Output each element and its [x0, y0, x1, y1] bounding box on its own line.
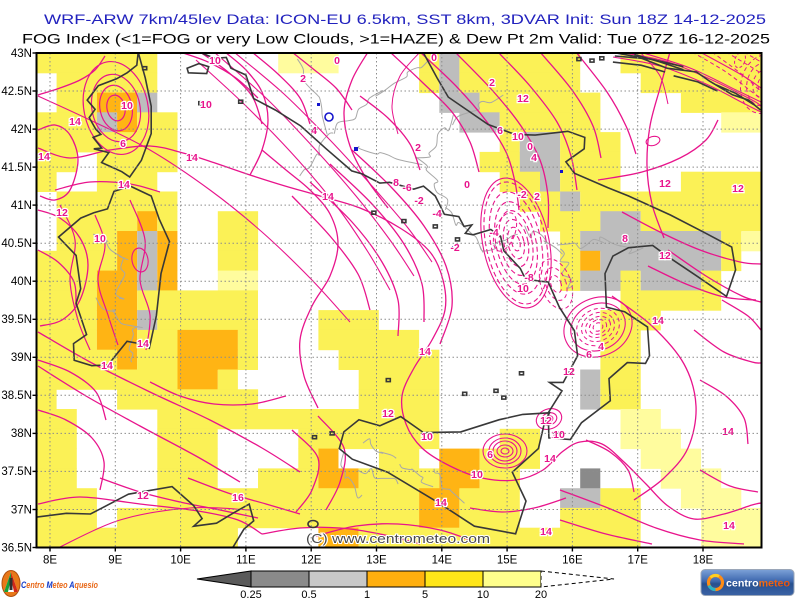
svg-text:Centro Meteo Aquesio: Centro Meteo Aquesio — [21, 580, 98, 591]
svg-text:39N: 39N — [11, 352, 32, 364]
svg-text:12E: 12E — [301, 555, 322, 567]
svg-text:6: 6 — [487, 449, 493, 461]
svg-text:12: 12 — [56, 207, 68, 219]
svg-text:14: 14 — [38, 151, 50, 163]
svg-text:14: 14 — [322, 191, 334, 203]
svg-text:12: 12 — [540, 415, 552, 427]
svg-text:42.5N: 42.5N — [1, 86, 32, 98]
svg-text:12: 12 — [137, 490, 149, 502]
svg-text:14E: 14E — [432, 555, 453, 567]
svg-text:0: 0 — [464, 179, 470, 191]
svg-text:-2: -2 — [450, 242, 459, 254]
svg-text:10: 10 — [517, 283, 529, 295]
svg-text:centrometeo: centro meteo — [726, 579, 790, 590]
svg-text:2: 2 — [489, 77, 495, 89]
svg-text:-8: -8 — [524, 272, 533, 284]
svg-text:10: 10 — [553, 429, 565, 441]
svg-text:13E: 13E — [366, 555, 387, 567]
svg-text:16E: 16E — [562, 555, 583, 567]
svg-text:4: 4 — [531, 152, 537, 164]
svg-text:2: 2 — [415, 142, 421, 154]
svg-text:14: 14 — [652, 315, 664, 327]
svg-text:FOG Index (<1=FOG or very Low: FOG Index (<1=FOG or very Low Clouds, >1… — [22, 31, 770, 47]
svg-text:10: 10 — [200, 99, 212, 111]
svg-text:-4: -4 — [489, 227, 498, 239]
svg-text:14: 14 — [69, 116, 81, 128]
svg-text:14: 14 — [101, 360, 113, 372]
svg-text:0: 0 — [431, 52, 437, 64]
svg-text:10: 10 — [471, 469, 483, 481]
svg-text:38N: 38N — [11, 428, 32, 440]
svg-text:41.5N: 41.5N — [1, 162, 32, 174]
svg-text:2: 2 — [300, 73, 306, 85]
svg-text:10: 10 — [421, 431, 433, 443]
svg-text:14: 14 — [723, 520, 735, 532]
svg-text:14: 14 — [544, 453, 556, 465]
svg-text:38.5N: 38.5N — [1, 390, 32, 402]
svg-text:2: 2 — [534, 191, 540, 203]
svg-text:41N: 41N — [11, 200, 32, 212]
svg-text:43N: 43N — [11, 48, 32, 60]
svg-text:17E: 17E — [627, 555, 648, 567]
svg-text:6: 6 — [120, 138, 126, 150]
svg-text:15E: 15E — [497, 555, 518, 567]
svg-text:14: 14 — [118, 179, 130, 191]
svg-text:12: 12 — [659, 250, 671, 262]
svg-text:12: 12 — [563, 366, 575, 378]
svg-text:4: 4 — [598, 341, 604, 353]
svg-text:10: 10 — [209, 55, 221, 67]
svg-text:12: 12 — [659, 178, 671, 190]
svg-text:40N: 40N — [11, 276, 32, 288]
svg-text:10: 10 — [94, 233, 106, 245]
svg-text:10: 10 — [121, 100, 133, 112]
svg-text:14: 14 — [137, 338, 149, 350]
svg-text:8E: 8E — [43, 555, 57, 567]
svg-text:10: 10 — [551, 429, 563, 441]
svg-text:39.5N: 39.5N — [1, 314, 32, 326]
svg-text:14: 14 — [435, 497, 447, 509]
svg-text:1: 1 — [364, 589, 370, 600]
svg-text:12: 12 — [382, 408, 394, 420]
svg-text:40.5N: 40.5N — [1, 238, 32, 250]
svg-text:6: 6 — [586, 349, 592, 361]
svg-text:10: 10 — [512, 131, 524, 143]
svg-text:14: 14 — [540, 526, 552, 538]
svg-text:-4: -4 — [432, 208, 441, 220]
svg-text:(C) www.centrometeo.com: (C) www.centrometeo.com — [306, 531, 490, 546]
svg-text:10: 10 — [477, 589, 489, 600]
svg-text:18E: 18E — [693, 555, 714, 567]
svg-text:42N: 42N — [11, 124, 32, 136]
svg-text:11E: 11E — [236, 555, 256, 567]
svg-text:14: 14 — [419, 346, 431, 358]
svg-text:0: 0 — [527, 141, 533, 153]
svg-text:-2: -2 — [414, 195, 423, 207]
svg-text:10E: 10E — [170, 555, 191, 567]
svg-text:0.5: 0.5 — [301, 589, 316, 600]
svg-text:8: 8 — [622, 233, 628, 245]
svg-text:37N: 37N — [11, 504, 32, 516]
svg-text:4: 4 — [311, 125, 317, 137]
svg-text:6: 6 — [497, 125, 503, 137]
svg-text:37.5N: 37.5N — [1, 466, 32, 478]
svg-text:0: 0 — [334, 55, 340, 67]
svg-text:WRF-ARW 7km/45lev Data: ICON-: WRF-ARW 7km/45lev Data: ICON-EU 6.5km, S… — [44, 11, 766, 27]
svg-text:8: 8 — [393, 177, 399, 189]
svg-text:14: 14 — [722, 426, 734, 438]
svg-text:36.5N: 36.5N — [1, 542, 32, 554]
svg-text:12: 12 — [732, 183, 744, 195]
svg-text:9E: 9E — [108, 555, 122, 567]
svg-text:20: 20 — [535, 589, 547, 600]
svg-text:12: 12 — [517, 93, 529, 105]
svg-text:16: 16 — [232, 492, 244, 504]
svg-text:5: 5 — [422, 589, 428, 600]
svg-text:-6: -6 — [402, 182, 411, 194]
svg-text:-2: -2 — [517, 189, 526, 201]
svg-text:14: 14 — [186, 152, 198, 164]
svg-text:0.25: 0.25 — [240, 589, 261, 600]
